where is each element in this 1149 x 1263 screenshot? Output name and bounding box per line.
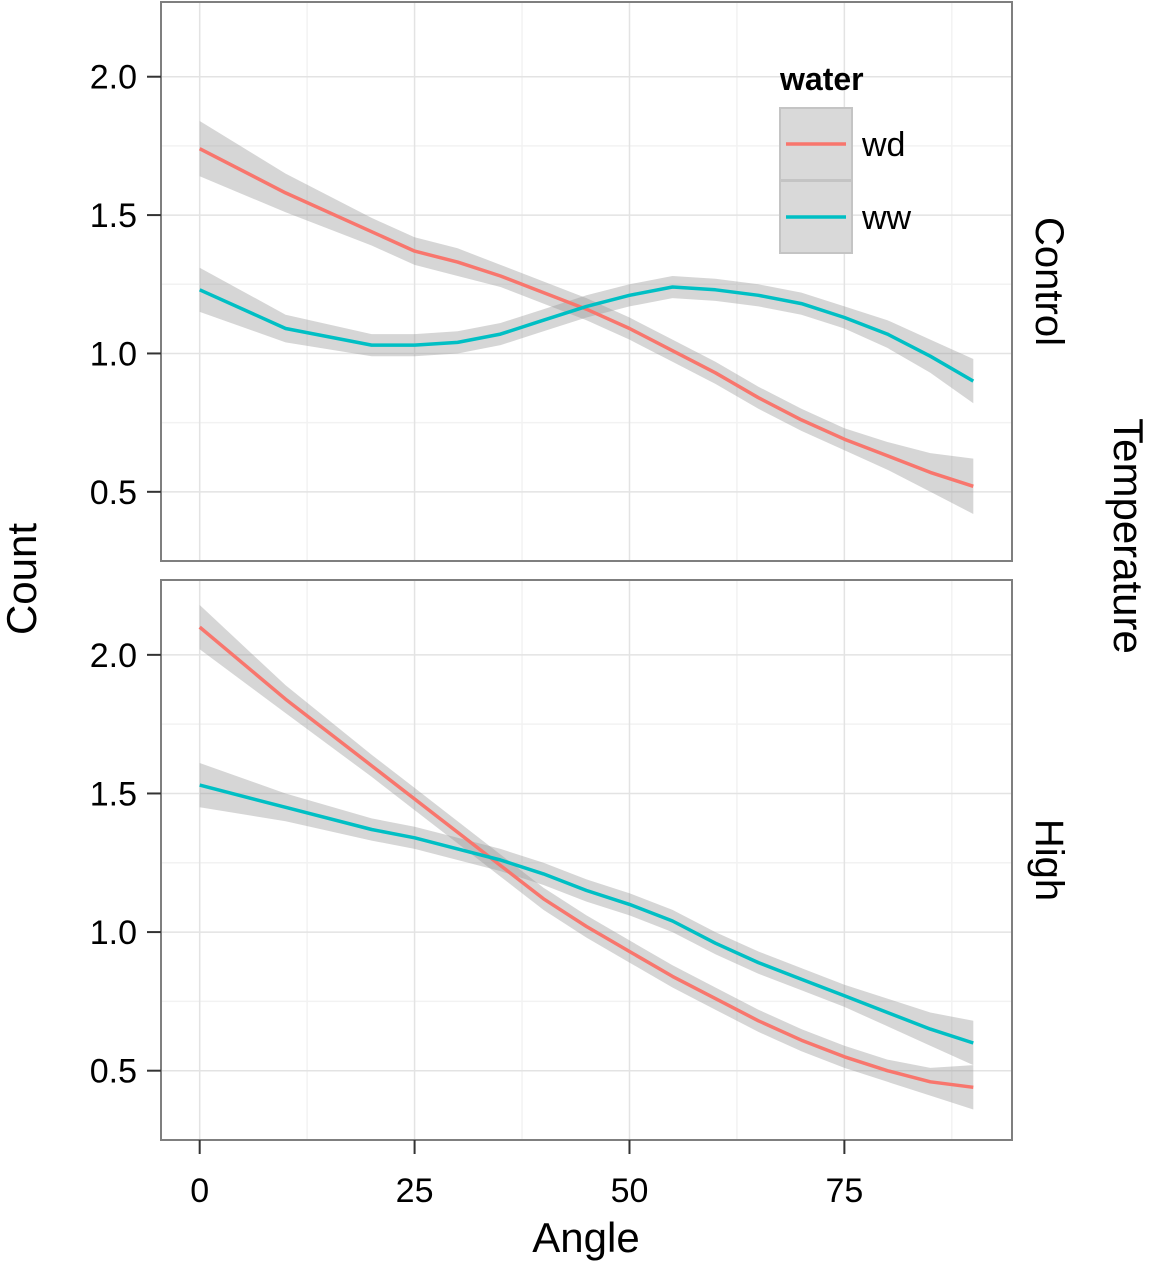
y-tick-label: 2.0 <box>90 59 137 97</box>
y-axis-title: Count <box>0 523 45 635</box>
confidence-band-ww <box>199 267 974 404</box>
panel-high: High <box>160 579 1071 1141</box>
panel-border <box>160 579 1013 1141</box>
y-tick-label: 1.0 <box>90 335 137 373</box>
panels-layer: Control High <box>160 1 1071 1141</box>
x-tick-label: 0 <box>190 1172 209 1210</box>
series-line-ww <box>199 783 974 1045</box>
x-tick-label: 25 <box>396 1172 434 1210</box>
legend-title: water <box>779 61 864 97</box>
x-tick-label: 75 <box>825 1172 863 1210</box>
y-tick-label: 0.5 <box>90 474 137 512</box>
series-line-wd <box>198 147 974 488</box>
strip-label-control: Control <box>1027 217 1071 346</box>
confidence-band-ww <box>199 763 974 1066</box>
confidence-band-wd <box>199 121 974 514</box>
legend-label: ww <box>861 199 912 237</box>
panel-control: Control <box>160 1 1071 562</box>
x-axis-title: Angle <box>532 1214 639 1261</box>
axes-layer: 0.5 1.0 1.5 2.0 0.5 1.0 1.5 2.0 0 25 50 75 <box>90 59 864 1210</box>
panel-border <box>160 1 1013 562</box>
facet-variable-label: Temperature <box>1105 418 1149 654</box>
y-tick-label: 0.5 <box>90 1053 137 1091</box>
y-tick-label: 1.5 <box>90 197 137 235</box>
legend: water wd ww <box>779 61 912 254</box>
legend-entry-ww: ww <box>779 180 912 254</box>
y-tick-label: 2.0 <box>90 637 137 675</box>
series-line-wd <box>198 625 974 1090</box>
x-tick-label: 50 <box>611 1172 649 1210</box>
series-line-ww <box>198 285 975 383</box>
panel-background <box>161 580 1012 1140</box>
panel-background <box>161 2 1012 561</box>
legend-label: wd <box>861 126 905 164</box>
y-tick-label: 1.0 <box>90 914 137 952</box>
strip-label-high: High <box>1027 819 1071 901</box>
y-tick-label: 1.5 <box>90 775 137 813</box>
